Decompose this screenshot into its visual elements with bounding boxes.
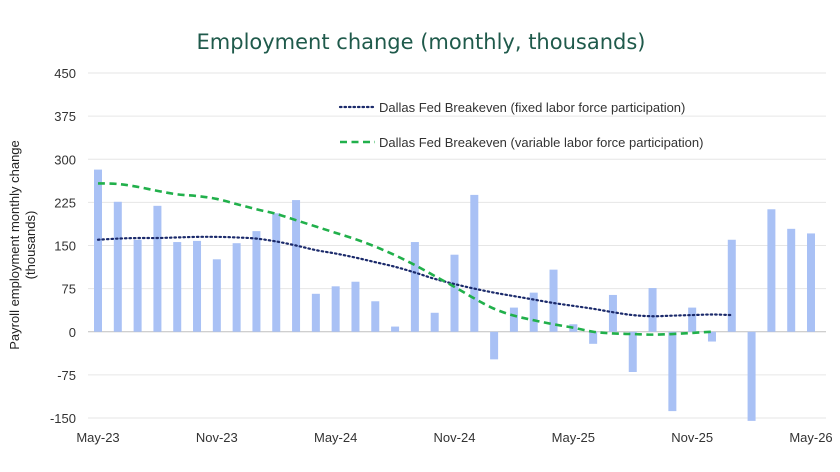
bar [311, 293, 320, 332]
bar [707, 331, 716, 342]
bar [113, 201, 122, 332]
bar [153, 205, 162, 332]
bar [569, 324, 578, 332]
bar [391, 326, 400, 332]
y-tick-label: -75 [57, 368, 76, 383]
bar [529, 292, 538, 332]
lines [96, 182, 733, 336]
bar [509, 307, 518, 332]
y-tick-label: 300 [54, 152, 76, 167]
x-tick-label: Nov-23 [196, 430, 238, 445]
bar [450, 254, 459, 332]
bar [371, 301, 380, 332]
bar [787, 228, 796, 332]
bar [232, 243, 241, 332]
x-tick-label: Nov-25 [671, 430, 713, 445]
bar [410, 242, 419, 332]
bar [549, 269, 558, 332]
x-tick-label: Nov-24 [434, 430, 476, 445]
x-tick-label: May-25 [552, 430, 595, 445]
bar [133, 239, 142, 332]
bar [470, 194, 479, 332]
bar [668, 331, 677, 412]
bar [272, 213, 281, 332]
series-line-1 [96, 235, 733, 318]
y-tick-label: 375 [54, 109, 76, 124]
y-tick-label: 75 [62, 282, 76, 297]
chart-title: Employment change (monthly, thousands) [197, 30, 646, 54]
bar [173, 242, 182, 332]
legend-label: Dallas Fed Breakeven (variable labor for… [379, 135, 703, 150]
series-line-2 [97, 182, 713, 336]
bar [608, 294, 617, 332]
bar [688, 307, 697, 332]
y-tick-label: 0 [69, 325, 76, 340]
y-tick-label: 225 [54, 195, 76, 210]
x-tick-label: May-23 [76, 430, 119, 445]
bar [807, 233, 815, 332]
x-ticks: May-23 Nov-23 May-24 Nov-24 May-25 Nov-25 May-… [76, 430, 832, 445]
bar [351, 281, 360, 332]
bar [727, 239, 736, 332]
bar [628, 331, 637, 372]
y-tick-label: -150 [50, 411, 76, 426]
bars [94, 169, 815, 421]
y-axis-label-line1: Payroll employment monthly change [7, 140, 22, 350]
legend: Dallas Fed Breakeven (fixed labor force … [338, 100, 703, 150]
y-ticks: -150 -75 0 75 150 225 300 375 450 [50, 66, 76, 426]
bar [292, 200, 301, 332]
bar [767, 209, 776, 332]
bar [490, 331, 499, 360]
bar [331, 286, 340, 332]
bar [212, 259, 221, 332]
legend-label: Dallas Fed Breakeven (fixed labor force … [379, 100, 685, 115]
x-tick-label: May-24 [314, 430, 357, 445]
y-axis-label-line2: (thousands) [23, 211, 38, 280]
bar [94, 169, 102, 332]
bar [252, 231, 261, 332]
y-tick-label: 150 [54, 239, 76, 254]
bar [589, 331, 598, 344]
bar [648, 288, 657, 332]
x-tick-label: May-26 [789, 430, 832, 445]
bar [430, 312, 439, 332]
bar [193, 240, 202, 332]
bar [747, 331, 756, 421]
y-tick-label: 450 [54, 66, 76, 81]
gridlines [88, 72, 826, 419]
